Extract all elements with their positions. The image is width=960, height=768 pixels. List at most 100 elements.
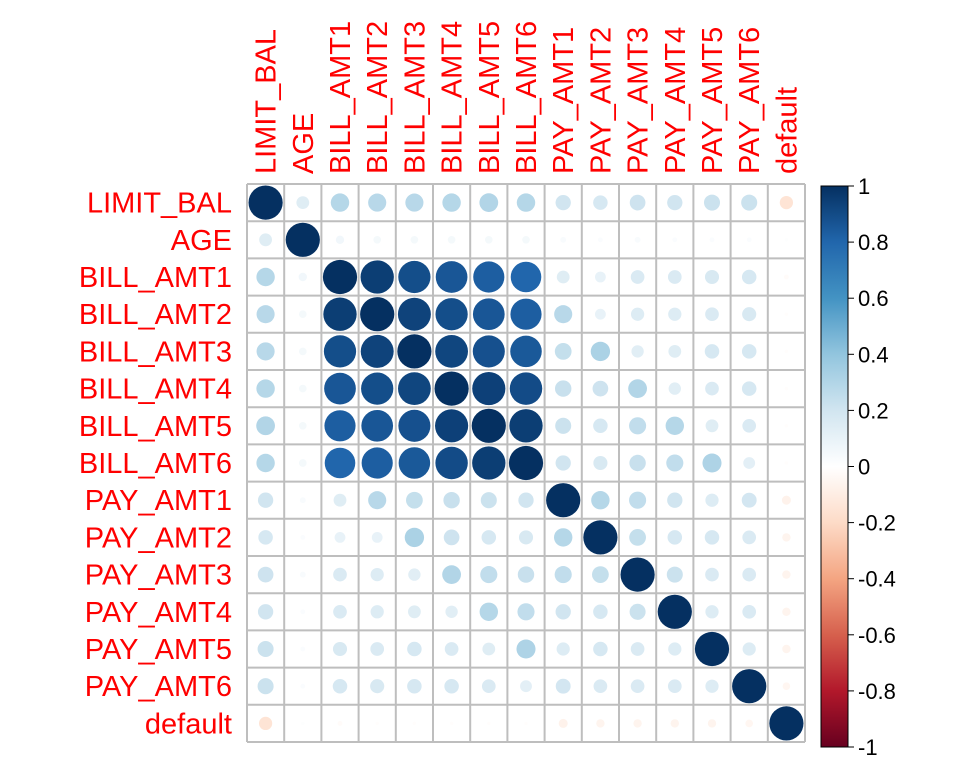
- row-label-bill-amt2: BILL_AMT2: [79, 299, 232, 331]
- corr-circle-pay-amt6-pay-amt1: [555, 678, 571, 694]
- corr-circle-age-limit-bal: [259, 233, 272, 247]
- corr-circle-pay-amt2-bill-amt3: [404, 527, 425, 548]
- column-label-pay-amt2: PAY_AMT2: [585, 27, 617, 174]
- corr-circle-bill-amt4-age: [298, 384, 307, 393]
- corr-circle-bill-amt6-pay-amt5: [702, 453, 722, 473]
- colorbar: 1 0.8 0.6 0.4 0.2 0 -0.2 -0.4 -0.6 -0.8 -1: [820, 174, 896, 760]
- corr-circle-pay-amt4-limit-bal: [257, 604, 274, 620]
- corr-circle-bill-amt2-bill-amt1: [323, 297, 357, 331]
- corr-circle-bill-amt3-bill-amt5: [472, 335, 505, 368]
- corr-circle-bill-amt1-pay-amt4: [667, 270, 682, 284]
- row-label-pay-amt4: PAY_AMT4: [85, 597, 232, 629]
- corr-circle-limit-bal-bill-amt6: [516, 193, 536, 212]
- corr-circle-pay-amt2-bill-amt2: [371, 531, 383, 543]
- corr-circle-default-limit-bal: [258, 716, 273, 731]
- corr-circle-limit-bal-bill-amt5: [479, 193, 499, 212]
- corr-circle-pay-amt2-bill-amt6: [518, 530, 534, 545]
- corr-circle-default-bill-amt5: [487, 721, 491, 726]
- corr-circle-pay-amt6-bill-amt6: [520, 680, 532, 693]
- column-label-pay-amt4: PAY_AMT4: [660, 27, 692, 174]
- corr-circle-pay-amt4-pay-amt4: [657, 594, 692, 629]
- corr-circle-bill-amt1-default: [783, 274, 789, 280]
- corr-circle-bill-amt5-pay-amt2: [593, 418, 608, 434]
- corr-circle-bill-amt3-pay-amt2: [590, 341, 611, 362]
- colorbar-tick-label: 0.8: [858, 230, 889, 255]
- corr-circle-pay-amt6-pay-amt4: [667, 679, 682, 694]
- column-labels: LIMIT_BAL AGE BILL_AMT1 BILL_AMT2 BILL_AMT3 B…: [251, 21, 804, 174]
- corr-circle-pay-amt6-bill-amt5: [481, 679, 496, 694]
- corr-circle-pay-amt1-bill-amt2: [368, 491, 387, 510]
- corr-circle-age-bill-amt2: [373, 235, 382, 244]
- corr-circle-pay-amt4-pay-amt5: [705, 605, 719, 619]
- corr-circle-pay-amt3-pay-amt1: [554, 566, 572, 584]
- corr-circle-bill-amt4-default: [784, 386, 789, 391]
- colorbar-tick-label: 0: [858, 455, 870, 480]
- corr-circle-bill-amt1-bill-amt5: [473, 261, 505, 293]
- corr-circle-bill-amt2-limit-bal: [256, 305, 275, 324]
- corr-circle-limit-bal-pay-amt3: [629, 194, 646, 211]
- corr-circle-pay-amt1-limit-bal: [257, 492, 274, 508]
- corr-circle-bill-amt4-pay-amt3: [628, 379, 647, 398]
- row-label-age: AGE: [171, 225, 232, 257]
- corr-circle-bill-amt4-limit-bal: [256, 379, 275, 398]
- corr-circle-pay-amt4-age: [300, 609, 306, 615]
- corr-circle-limit-bal-limit-bal: [248, 185, 283, 220]
- row-label-pay-amt6: PAY_AMT6: [85, 671, 232, 703]
- column-label-bill-amt6: BILL_AMT6: [511, 21, 543, 174]
- corr-circle-pay-amt6-pay-amt2: [593, 679, 608, 694]
- corr-circle-bill-amt5-default: [784, 424, 789, 428]
- corr-circle-age-bill-amt6: [522, 235, 530, 244]
- corr-circle-pay-amt6-bill-amt1: [332, 678, 348, 694]
- corr-circle-bill-amt1-pay-amt5: [704, 269, 720, 285]
- corr-circle-bill-amt6-default: [784, 461, 789, 465]
- corr-circle-pay-amt5-bill-amt5: [482, 642, 496, 656]
- corr-circle-pay-amt1-default: [781, 495, 791, 505]
- corr-circle-limit-bal-pay-amt1: [555, 194, 571, 211]
- corr-circle-bill-amt1-bill-amt2: [360, 260, 394, 294]
- corr-circle-pay-amt5-pay-amt5: [694, 631, 730, 667]
- corr-circle-limit-bal-pay-amt6: [741, 194, 758, 211]
- corr-circle-bill-amt1-pay-amt3: [630, 270, 645, 284]
- corr-circle-pay-amt1-age: [299, 497, 306, 504]
- corr-circle-pay-amt6-age: [300, 683, 306, 689]
- corr-circle-bill-amt3-pay-amt6: [741, 344, 757, 359]
- corr-circle-pay-amt3-bill-amt2: [370, 567, 384, 582]
- corr-circle-pay-amt4-bill-amt1: [333, 604, 347, 619]
- corr-circle-limit-bal-default: [779, 195, 794, 210]
- corr-circle-bill-amt5-pay-amt4: [665, 416, 685, 436]
- column-label-bill-amt1: BILL_AMT1: [325, 21, 357, 174]
- corr-circle-pay-amt6-default: [782, 682, 791, 691]
- row-label-bill-amt1: BILL_AMT1: [79, 262, 232, 294]
- corr-circle-bill-amt1-age: [298, 272, 307, 282]
- corr-circle-pay-amt1-bill-amt1: [333, 493, 347, 507]
- corr-circle-bill-amt5-bill-amt2: [361, 409, 394, 442]
- row-label-pay-amt1: PAY_AMT1: [85, 485, 232, 517]
- corr-circle-bill-amt1-pay-amt6: [741, 269, 757, 285]
- corr-circle-pay-amt2-bill-amt5: [481, 530, 497, 545]
- column-label-bill-amt3: BILL_AMT3: [399, 21, 431, 174]
- corr-circle-pay-amt6-limit-bal: [257, 678, 274, 695]
- row-label-bill-amt4: BILL_AMT4: [79, 374, 232, 406]
- corr-circle-pay-amt3-limit-bal: [257, 566, 274, 583]
- corr-circle-bill-amt1-pay-amt2: [594, 271, 606, 283]
- corr-circle-pay-amt2-bill-amt4: [443, 529, 460, 546]
- row-label-bill-amt5: BILL_AMT5: [79, 411, 232, 443]
- corr-circle-age-age: [285, 222, 320, 257]
- corr-circle-limit-bal-age: [296, 196, 310, 210]
- corr-circle-limit-bal-bill-amt3: [405, 193, 424, 212]
- corr-circle-bill-amt3-pay-amt5: [704, 344, 720, 359]
- corr-circle-bill-amt2-pay-amt2: [594, 308, 606, 320]
- corr-circle-bill-amt1-bill-amt6: [510, 261, 542, 293]
- corr-circle-pay-amt2-pay-amt5: [704, 530, 720, 545]
- corr-circle-bill-amt3-bill-amt3: [397, 334, 432, 369]
- colorbar-tick-label: 0.4: [858, 342, 889, 367]
- corr-circle-pay-amt5-age: [300, 646, 306, 652]
- corr-circle-pay-amt4-bill-amt6: [517, 603, 535, 621]
- corr-circle-bill-amt2-bill-amt5: [472, 298, 505, 331]
- corr-circle-pay-amt3-pay-amt3: [620, 557, 655, 592]
- corr-circle-bill-amt6-limit-bal: [256, 453, 275, 473]
- row-label-bill-amt3: BILL_AMT3: [79, 336, 232, 368]
- corr-circle-pay-amt3-age: [299, 571, 306, 578]
- corr-circle-bill-amt6-pay-amt4: [666, 454, 684, 472]
- corr-circle-bill-amt2-bill-amt2: [360, 297, 395, 332]
